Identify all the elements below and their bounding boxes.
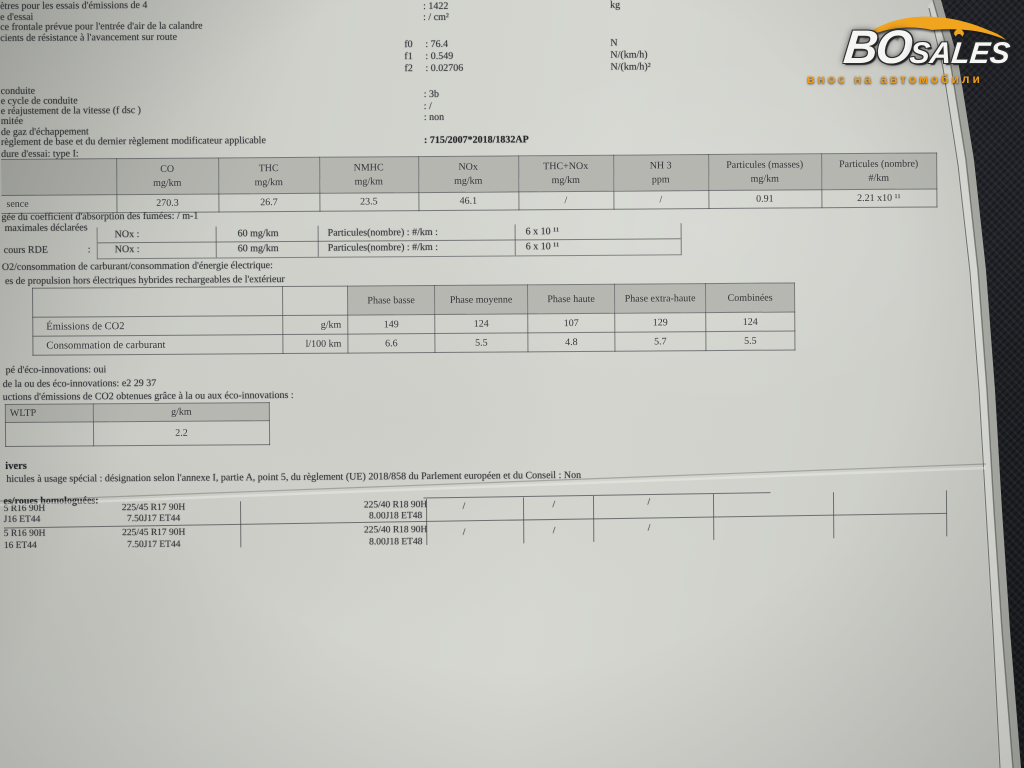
car-silhouette-icon bbox=[860, 16, 1006, 40]
logo-sales-text: SALES bbox=[908, 37, 1012, 70]
logo-tagline: внос на автомобили bbox=[807, 72, 983, 86]
bosales-logo: BOSALES внос на автомобили bbox=[776, 12, 1012, 86]
logo-bo-text: BO bbox=[841, 20, 914, 73]
